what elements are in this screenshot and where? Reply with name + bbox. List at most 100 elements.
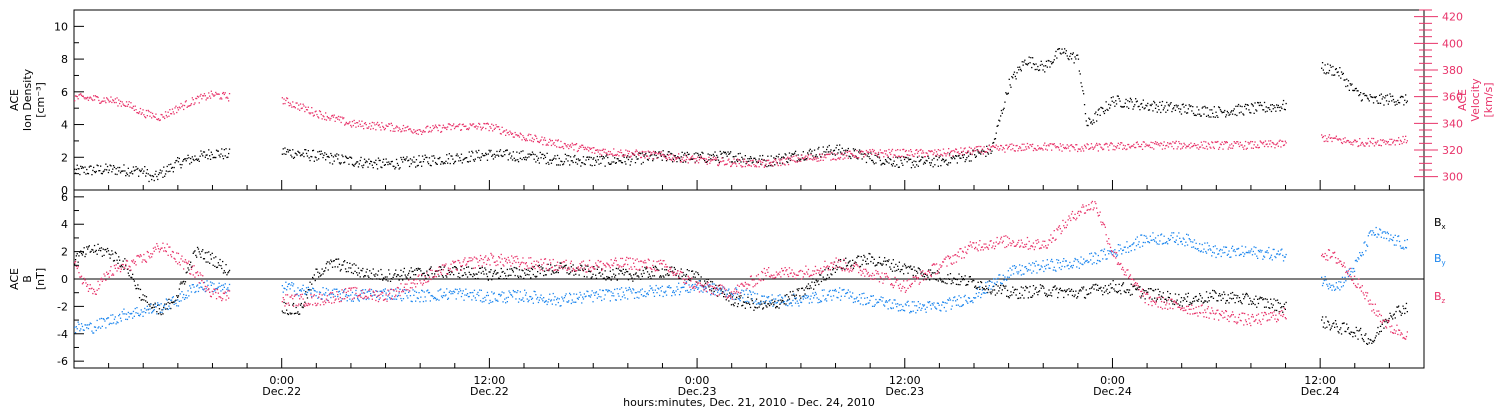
velocity-point (1063, 146, 1065, 149)
bx-point (730, 294, 732, 296)
ion-density-point (582, 162, 584, 164)
bx-point (1398, 305, 1400, 307)
velocity-point (1165, 145, 1167, 147)
ion-density-point (221, 148, 223, 150)
ion-density-point (521, 158, 523, 161)
bx-point (965, 284, 967, 286)
bx-point (351, 264, 354, 266)
bx-point (786, 294, 788, 296)
velocity-point (724, 163, 727, 165)
ion-density-point (529, 153, 531, 155)
velocity-point (862, 151, 864, 153)
bx-point (565, 264, 567, 266)
bx-point (745, 302, 747, 304)
bx-point (1061, 289, 1063, 292)
velocity-point (451, 125, 453, 127)
velocity-point (1330, 137, 1332, 139)
by-point (488, 302, 490, 305)
ion-density-point (565, 158, 567, 160)
ion-density-point (476, 152, 478, 154)
by-point (568, 300, 570, 302)
ion-density-point (1357, 90, 1359, 92)
by-point (352, 300, 354, 302)
velocity-point (283, 98, 285, 100)
velocity-point (839, 156, 842, 159)
bx-point (402, 279, 404, 281)
ion-density-point (289, 149, 291, 151)
bx-point (1087, 293, 1089, 295)
bx-point (123, 268, 125, 270)
velocity-point (408, 128, 410, 131)
velocity-point (822, 159, 824, 161)
bx-point (601, 268, 603, 270)
ion-density-point (867, 153, 869, 155)
velocity-point (718, 163, 720, 165)
bx-point (812, 278, 814, 280)
bx-point (539, 272, 541, 275)
ion-density-point (626, 157, 628, 159)
velocity-point (978, 145, 980, 148)
velocity-point (543, 139, 545, 141)
velocity-point (901, 155, 903, 157)
ion-density-point (458, 160, 460, 162)
bx-point (1108, 284, 1110, 287)
ion-density-point (687, 153, 689, 156)
velocity-point (771, 161, 773, 163)
bx-point (826, 277, 828, 280)
velocity-point (80, 93, 82, 95)
bx-point (1085, 289, 1087, 291)
ion-density-point (375, 159, 377, 161)
ion-density-point (446, 154, 448, 156)
ion-density-point (1170, 102, 1172, 104)
bx-point (1102, 287, 1105, 289)
ion-density-point (111, 171, 113, 173)
ion-density-point (326, 156, 328, 158)
bx-point (497, 272, 499, 274)
ion-density-point (1156, 111, 1158, 113)
bx-point (1169, 293, 1171, 295)
velocity-point (1109, 144, 1111, 146)
ion-density-point (1009, 84, 1011, 86)
bx-point (310, 289, 312, 291)
velocity-point (987, 147, 989, 150)
ion-density-point (757, 161, 759, 163)
ion-density-point (755, 161, 758, 163)
ion-density-point (956, 162, 958, 164)
ion-density-point (965, 159, 967, 161)
velocity-point (726, 163, 728, 165)
ion-density-point (900, 159, 902, 162)
by-point (216, 287, 219, 289)
magnetic-field-data-points (74, 200, 1408, 345)
ion-density-point (146, 169, 148, 171)
ion-density-point (370, 160, 372, 162)
bx-point (519, 275, 521, 277)
by-point (330, 296, 332, 299)
bx-point (183, 283, 186, 285)
ion-density-point (408, 165, 411, 168)
bx-point (827, 267, 829, 269)
ion-density-point (214, 156, 216, 159)
bx-point (1273, 298, 1275, 300)
ion-density-point (939, 155, 941, 157)
velocity-point (1035, 149, 1037, 151)
velocity-point (739, 159, 741, 161)
velocity-point (816, 160, 818, 162)
ion-density-point (1113, 101, 1115, 104)
velocity-point (1064, 146, 1067, 149)
velocity-point (478, 122, 480, 125)
bx-point (1186, 296, 1189, 298)
by-point (158, 304, 161, 306)
bx-point (1165, 298, 1167, 300)
ion-density-point (1096, 120, 1098, 122)
bx-point (767, 303, 769, 305)
by-point (453, 290, 455, 292)
bx-point (1005, 285, 1007, 287)
ion-density-point (85, 173, 87, 175)
velocity-point (506, 132, 508, 134)
ion-density-point (1086, 124, 1088, 127)
bx-point (414, 269, 416, 271)
velocity-point (222, 91, 225, 94)
ion-density-point (1125, 98, 1127, 101)
ion-density-point (465, 157, 467, 159)
velocity-point (985, 151, 987, 153)
